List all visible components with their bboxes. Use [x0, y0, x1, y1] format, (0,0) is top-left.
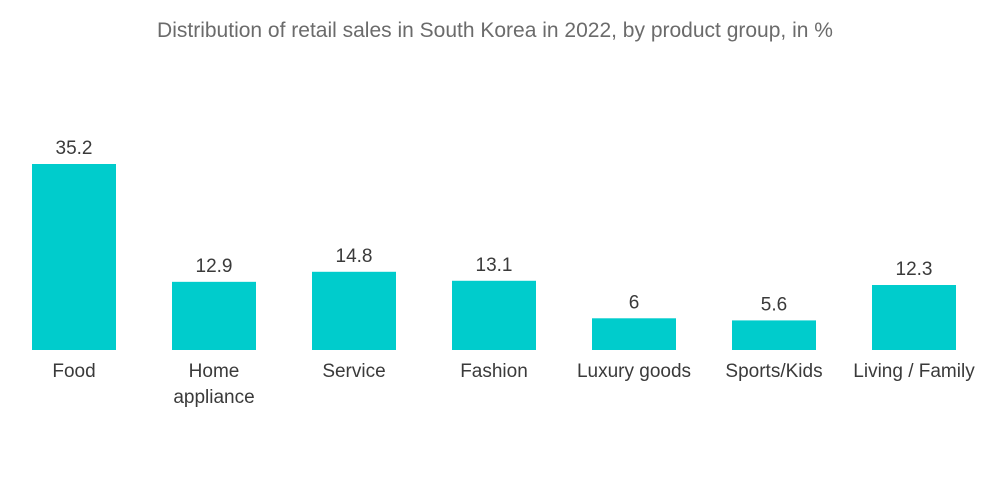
category-label-0: Food: [52, 361, 95, 382]
category-label-1-line-0: Home: [189, 361, 240, 382]
category-labels-group: Food Home appliance Service Fashion Luxury go…: [52, 361, 975, 408]
category-label-5: Sports/Kids: [725, 361, 822, 382]
bar-5: [732, 320, 816, 350]
category-label-1-line-1: appliance: [173, 387, 254, 408]
bar-0: [32, 164, 116, 350]
value-label-5: 5.6: [761, 294, 787, 315]
bar-3: [452, 280, 536, 350]
bar-6: [872, 285, 956, 350]
category-label-2: Service: [322, 361, 385, 382]
value-label-6: 12.3: [896, 259, 933, 280]
category-label-3: Fashion: [460, 361, 528, 382]
bar-4: [592, 318, 676, 350]
category-label-6: Living / Family: [853, 361, 975, 382]
value-label-4: 6: [629, 292, 640, 313]
value-label-2: 14.8: [336, 246, 373, 267]
value-label-1: 12.9: [196, 256, 233, 277]
chart-title: Distribution of retail sales in South Ko…: [157, 19, 833, 42]
bars-group: [32, 164, 956, 350]
value-labels-group: 35.2 12.9 14.8 13.1 6 5.6 12.3: [56, 138, 933, 315]
bar-2: [312, 271, 396, 350]
bar-1: [172, 281, 256, 350]
value-label-3: 13.1: [476, 255, 513, 276]
category-label-4: Luxury goods: [577, 361, 691, 382]
value-label-0: 35.2: [56, 138, 93, 159]
